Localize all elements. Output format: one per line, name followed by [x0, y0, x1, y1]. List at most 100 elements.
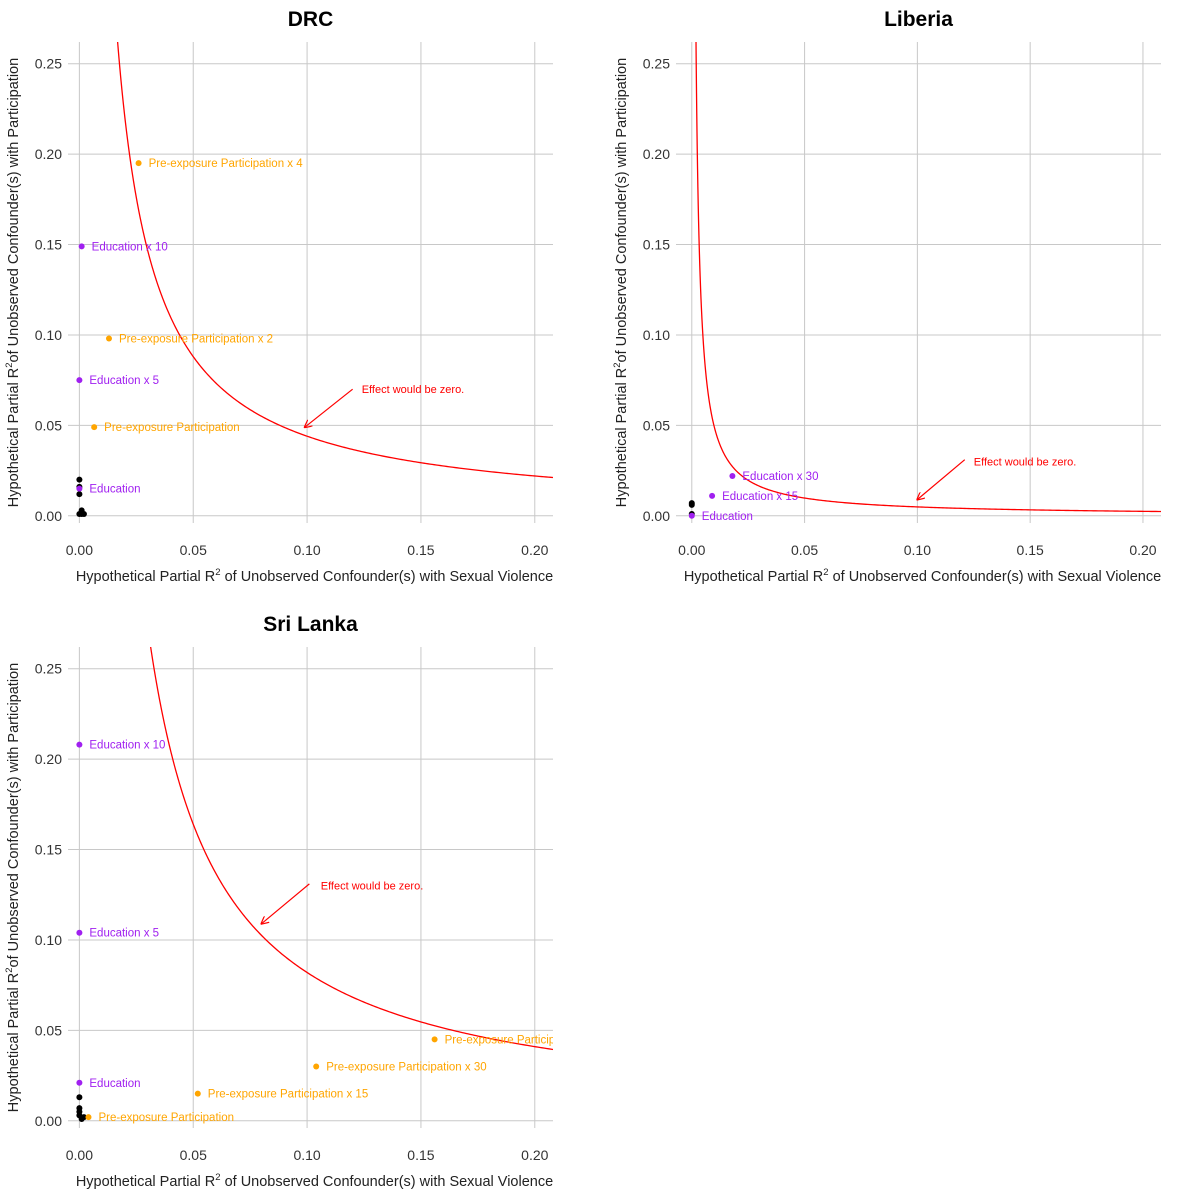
y-tick-label: 0.00	[35, 508, 62, 524]
x-axis-label: Hypothetical Partial R2 of Unobserved Co…	[76, 1172, 553, 1190]
education-point-label: Education x 5	[89, 928, 159, 940]
y-tick-label: 0.10	[643, 327, 670, 343]
other-point	[76, 1094, 83, 1101]
annotation-arrow	[262, 883, 310, 924]
preexposure-point	[194, 1090, 201, 1097]
x-tick-label: 0.20	[521, 1147, 548, 1163]
y-tick-label: 0.20	[643, 146, 670, 162]
education-point	[76, 1079, 83, 1086]
annotation-arrow	[917, 459, 966, 500]
education-point-label: Education x 30	[742, 471, 818, 483]
x-tick-label: 0.10	[293, 1147, 320, 1163]
x-tick-label: 0.15	[407, 1147, 434, 1163]
education-point	[76, 929, 83, 936]
x-tick-label: 0.00	[678, 542, 705, 558]
education-point	[729, 472, 736, 479]
x-tick-label: 0.05	[180, 542, 207, 558]
zero-effect-curve	[149, 647, 553, 1051]
preexposure-point	[91, 424, 98, 431]
education-point-label: Education	[89, 484, 140, 496]
y-tick-label: 0.15	[643, 237, 670, 253]
y-axis-label-sup: 2	[4, 967, 15, 972]
education-point-label: Education x 5	[89, 375, 159, 387]
annotation-text: Effect would be zero.	[974, 457, 1077, 469]
x-tick-label: 0.10	[293, 542, 320, 558]
x-tick-label: 0.00	[66, 542, 93, 558]
x-tick-label: 0.05	[791, 542, 818, 558]
annotation-arrow	[305, 388, 353, 427]
y-tick-label: 0.20	[35, 146, 62, 162]
education-point	[76, 377, 83, 384]
other-point	[76, 476, 83, 483]
panel-liberia: 0.00 0.05 0.10 0.15 0.20 0.00 0.05 0.10 0.15 0.20…	[612, 8, 1161, 585]
y-tick-label: 0.05	[643, 417, 670, 433]
education-point	[76, 485, 83, 492]
panel-title: Liberia	[884, 8, 953, 31]
zero-effect-curve	[695, 42, 1161, 513]
preexposure-point-label: Pre-exposure Participation x 2	[119, 334, 273, 346]
education-point	[78, 243, 85, 250]
panel-sri-lanka: 0.00 0.05 0.10 0.15 0.20 0.00 0.05 0.10 0.15 0.20…	[4, 613, 553, 1190]
preexposure-point	[135, 160, 142, 167]
x-tick-label: 0.20	[521, 542, 548, 558]
y-tick-label: 0.10	[35, 327, 62, 343]
other-point	[80, 510, 87, 517]
preexposure-point	[313, 1063, 320, 1070]
other-point	[76, 491, 83, 498]
y-axis-label-text: of Unobserved Confounder(s) with Partici…	[6, 58, 22, 363]
education-point-label: Education	[89, 1078, 140, 1090]
education-point	[709, 492, 716, 499]
other-point	[80, 1114, 87, 1121]
x-axis-label: Hypothetical Partial R2 of Unobserved Co…	[684, 567, 1161, 585]
x-tick-label: 0.10	[904, 542, 931, 558]
y-tick-label: 0.00	[643, 508, 670, 524]
annotation-text: Effect would be zero.	[362, 384, 465, 396]
preexposure-point-label: Pre-exposure Participation x 30	[326, 1062, 486, 1074]
x-axis-label: Hypothetical Partial R2 of Unobserved Co…	[76, 567, 553, 585]
y-axis-label: Hypothetical Partial R2of Unobserved Con…	[4, 58, 22, 507]
preexposure-point-label: Pre-exposure Participation	[104, 422, 240, 434]
y-axis-label-text: of Unobserved Confounder(s) with Partici…	[614, 58, 630, 363]
zero-effect-curve	[116, 42, 553, 479]
y-tick-label: 0.00	[35, 1113, 62, 1129]
panel-title: Sri Lanka	[263, 613, 358, 636]
education-point-label: Education x 10	[89, 740, 165, 752]
x-axis-label-text: of Unobserved Confounder(s) with Sexual …	[221, 569, 554, 585]
y-tick-label: 0.15	[35, 237, 62, 253]
y-axis-label-text: of Unobserved Confounder(s) with Partici…	[6, 663, 22, 968]
education-point	[76, 741, 83, 748]
x-axis-label-text: Hypothetical Partial R	[76, 1174, 215, 1190]
y-axis-label-text: Hypothetical Partial R	[6, 368, 22, 507]
y-axis-label-sup: 2	[612, 362, 623, 367]
y-tick-label: 0.05	[35, 1022, 62, 1038]
other-point	[688, 501, 695, 508]
preexposure-point	[85, 1114, 92, 1121]
x-axis-label-text: of Unobserved Confounder(s) with Sexual …	[221, 1174, 554, 1190]
education-point	[688, 512, 695, 519]
preexposure-point-label: Pre-exposure Participation	[98, 1112, 234, 1124]
y-tick-label: 0.25	[35, 661, 62, 677]
y-tick-label: 0.25	[35, 56, 62, 72]
panel-drc: 0.00 0.05 0.10 0.15 0.20 0.00 0.05 0.10 0.15 0.20…	[4, 8, 553, 585]
x-axis-label-sup: 2	[215, 1172, 220, 1183]
x-tick-label: 0.15	[1017, 542, 1044, 558]
y-axis-label-sup: 2	[4, 362, 15, 367]
education-point-label: Education	[702, 511, 753, 523]
x-tick-label: 0.20	[1129, 542, 1156, 558]
education-point-label: Education x 10	[92, 241, 168, 253]
y-tick-label: 0.10	[35, 932, 62, 948]
preexposure-point-label: Pre-exposure Participation x 15	[208, 1089, 368, 1101]
annotation-text: Effect would be zero.	[321, 881, 424, 893]
x-axis-label-text: Hypothetical Partial R	[684, 569, 823, 585]
y-tick-label: 0.15	[35, 842, 62, 858]
y-axis-label: Hypothetical Partial R2of Unobserved Con…	[612, 58, 630, 507]
preexposure-point	[431, 1036, 438, 1043]
x-axis-label-sup: 2	[215, 567, 220, 578]
preexposure-point-label: Pre-exposure Participation x 4	[149, 158, 304, 170]
education-point-label: Education x 15	[722, 491, 798, 503]
y-tick-label: 0.25	[643, 56, 670, 72]
x-axis-label-sup: 2	[823, 567, 828, 578]
x-tick-label: 0.05	[180, 1147, 207, 1163]
x-axis-label-text: of Unobserved Confounder(s) with Sexual …	[829, 569, 1162, 585]
